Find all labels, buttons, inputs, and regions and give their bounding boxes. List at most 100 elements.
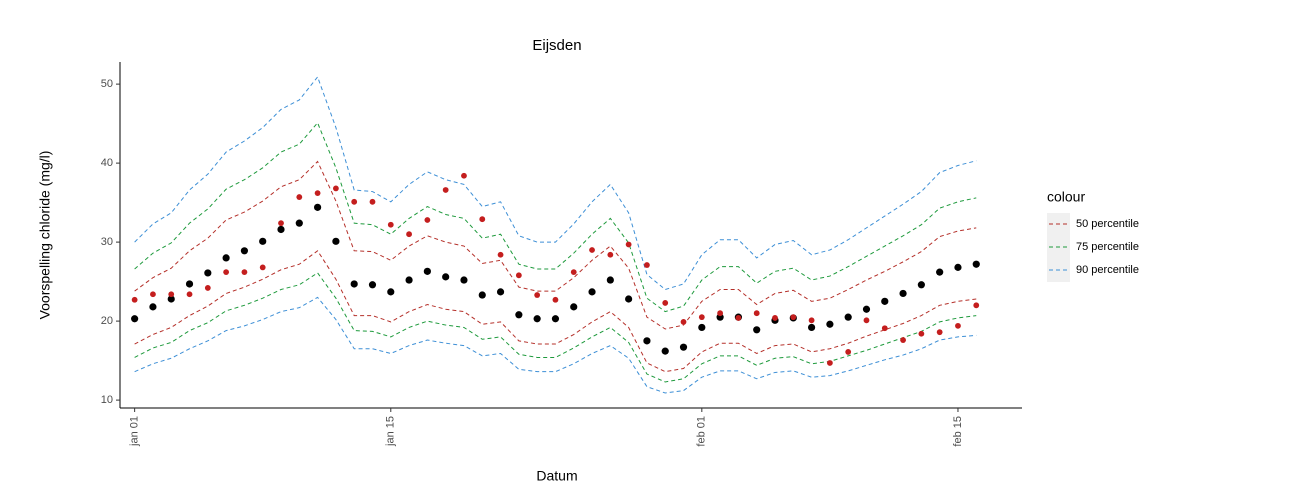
data-point — [772, 315, 778, 321]
legend-label: 90 percentile — [1076, 264, 1139, 276]
data-point — [387, 221, 394, 228]
data-point — [369, 198, 376, 205]
data-point — [936, 268, 944, 276]
data-point — [845, 349, 852, 355]
percentile-line — [134, 250, 977, 373]
y-tick-label: 10 — [101, 394, 113, 406]
data-point — [241, 269, 248, 276]
data-point — [277, 225, 285, 234]
data-point — [625, 295, 633, 303]
data-point — [332, 237, 340, 245]
data-point — [131, 315, 139, 323]
data-point — [515, 311, 523, 319]
data-point — [259, 264, 266, 271]
data-point — [625, 241, 632, 248]
data-point — [936, 329, 943, 336]
data-point — [295, 219, 303, 227]
data-point — [606, 276, 614, 284]
data-point — [644, 262, 650, 268]
data-point — [753, 310, 760, 317]
data-point — [168, 291, 175, 298]
data-point — [534, 292, 541, 298]
data-point — [552, 296, 559, 303]
data-point — [900, 337, 906, 343]
data-point — [496, 288, 505, 296]
data-point — [167, 295, 175, 303]
data-point — [460, 276, 468, 284]
data-point — [570, 303, 578, 311]
data-point — [332, 185, 339, 192]
data-point — [607, 251, 614, 258]
data-point — [679, 343, 688, 351]
data-point — [405, 276, 413, 284]
x-tick-label: jan 15 — [385, 416, 397, 447]
data-point — [844, 313, 852, 321]
data-point — [223, 269, 230, 276]
y-tick-label: 40 — [101, 157, 113, 169]
x-tick-label: feb 01 — [696, 416, 708, 447]
data-point — [917, 281, 925, 289]
data-point — [313, 203, 322, 211]
data-point — [661, 347, 669, 355]
legend-title: colour — [1047, 189, 1085, 205]
data-point — [698, 323, 706, 332]
percentile-line — [134, 272, 977, 383]
data-point — [698, 314, 705, 321]
data-point — [753, 326, 761, 334]
data-point — [314, 190, 321, 197]
data-point — [680, 318, 687, 325]
data-point — [259, 237, 267, 245]
data-point — [533, 315, 541, 323]
data-point — [351, 198, 358, 205]
data-point — [131, 296, 138, 303]
data-point — [973, 302, 980, 309]
data-point — [497, 251, 504, 258]
data-point — [478, 291, 486, 299]
data-point — [588, 288, 596, 296]
data-point — [204, 285, 211, 291]
data-point — [826, 320, 834, 328]
percentile-line — [134, 75, 977, 291]
data-point — [881, 297, 889, 305]
data-point — [461, 172, 467, 179]
percentile-line — [134, 160, 977, 330]
data-point — [643, 337, 651, 345]
x-tick-label: feb 15 — [952, 416, 964, 447]
data-point — [185, 280, 194, 288]
data-point — [918, 330, 925, 337]
data-point — [186, 291, 193, 298]
data-point — [515, 272, 522, 279]
data-point — [479, 216, 486, 223]
x-tick-label: jan 01 — [129, 416, 141, 447]
data-point — [881, 325, 888, 332]
data-point — [368, 281, 377, 289]
data-point — [240, 247, 249, 255]
data-point — [589, 247, 595, 253]
data-point — [954, 263, 962, 271]
chart-title: Eijsden — [532, 37, 581, 54]
data-point — [222, 254, 230, 262]
data-point — [790, 314, 797, 321]
percentile-line — [134, 296, 977, 394]
data-point — [808, 317, 815, 324]
data-point — [424, 217, 431, 223]
data-point — [423, 267, 431, 275]
x-axis-label: Datum — [536, 468, 577, 484]
data-point — [570, 269, 577, 276]
percentile-line — [134, 121, 977, 313]
data-point — [204, 269, 212, 277]
data-point — [735, 315, 742, 321]
data-point — [717, 310, 724, 317]
data-point — [551, 315, 560, 323]
data-point — [350, 280, 358, 288]
data-point — [150, 291, 156, 298]
data-point — [899, 289, 907, 298]
y-axis-label: Voorspelling chloride (mg/l) — [37, 151, 53, 320]
y-tick-label: 50 — [101, 78, 113, 90]
data-point — [863, 317, 870, 324]
data-point — [406, 231, 412, 238]
data-point — [662, 300, 669, 306]
legend-label: 75 percentile — [1076, 241, 1139, 253]
legend-label: 50 percentile — [1076, 218, 1139, 230]
